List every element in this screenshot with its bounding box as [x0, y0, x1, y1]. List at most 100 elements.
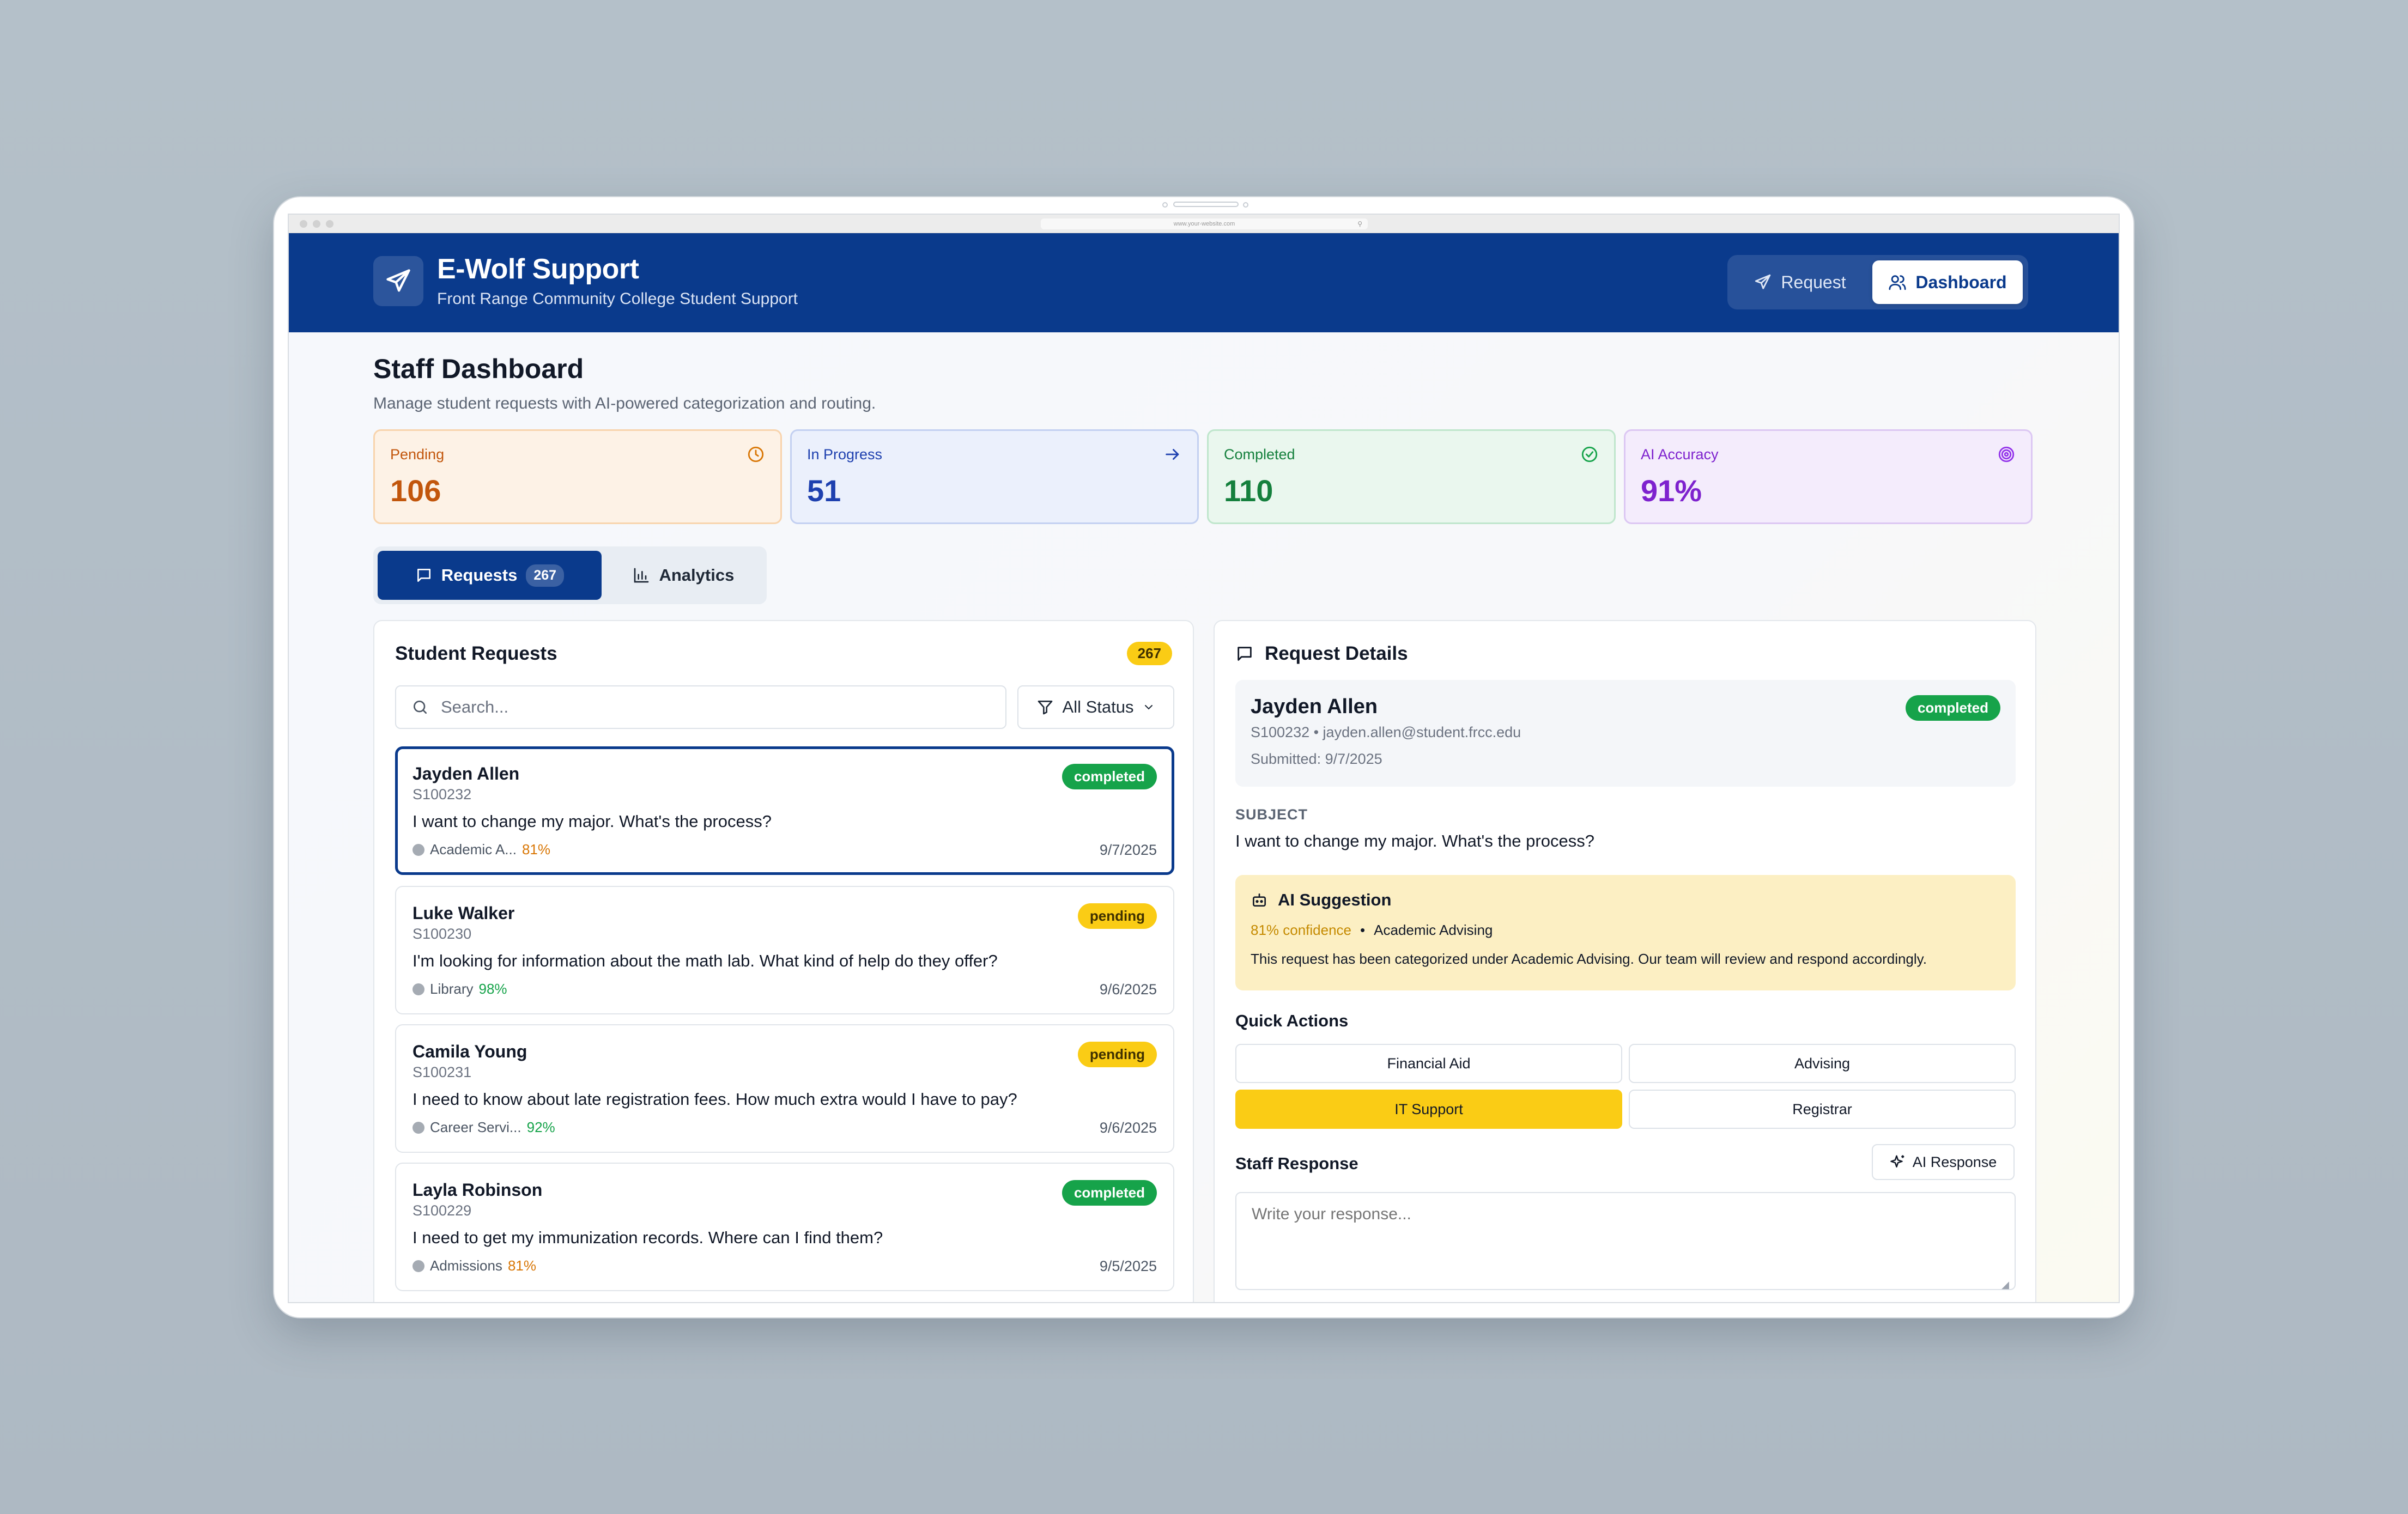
stat-card-in-progress: In Progress 51 [790, 429, 1199, 524]
search-placeholder: Search... [441, 697, 509, 716]
dashboard-main: Staff Dashboard Manage student requests … [289, 332, 2119, 1302]
request-category: Admissions [430, 1257, 502, 1274]
student-info-card: Jayden Allen S100232 • jayden.allen@stud… [1235, 680, 2016, 787]
status-badge: pending [1077, 1042, 1157, 1067]
stat-value: 91% [1641, 473, 1702, 508]
minimize-window-button[interactable] [313, 220, 320, 228]
sparkles-icon [1890, 1155, 1904, 1168]
request-category: Library [430, 981, 474, 997]
url-bar[interactable]: www.your-website.com ⚲ [1041, 218, 1368, 229]
tab-requests[interactable]: Requests 267 [378, 551, 602, 600]
tab-analytics[interactable]: Analytics [605, 551, 762, 600]
dashboard-nav-button[interactable]: Dashboard [1872, 260, 2023, 304]
app-header: E-Wolf Support Front Range Community Col… [289, 233, 2119, 332]
request-subject: I need to know about late registration f… [413, 1090, 1017, 1109]
url-search-icon: ⚲ [1357, 220, 1362, 228]
camera-notch [1173, 202, 1239, 207]
category-dot-icon [413, 983, 424, 995]
request-category: Academic A... [430, 841, 517, 858]
request-meta: Admissions 81% [413, 1257, 1157, 1274]
ai-response-button[interactable]: AI Response [1872, 1144, 2015, 1180]
staff-response-textarea[interactable] [1235, 1192, 2016, 1290]
subject-text: I want to change my major. What's the pr… [1235, 831, 1594, 850]
request-card[interactable]: Luke Walker S100230 I'm looking for info… [395, 886, 1174, 1014]
stat-label: Pending [390, 446, 445, 463]
send-icon [1755, 274, 1771, 289]
financial-aid-button[interactable]: Financial Aid [1235, 1044, 1622, 1083]
it-support-button[interactable]: IT Support [1235, 1090, 1622, 1129]
stat-value: 106 [390, 473, 441, 508]
request-meta: Academic A... 81% [413, 841, 1157, 858]
stat-card-ai-accuracy: AI Accuracy 91% [1624, 429, 2033, 524]
request-meta: Career Servi... 92% [413, 1119, 1157, 1136]
status-filter-select[interactable]: All Status [1017, 685, 1174, 729]
request-student-name: Camila Young [413, 1042, 527, 1061]
request-subject: I'm looking for information about the ma… [413, 951, 998, 970]
requests-list: Jayden Allen S100232 I want to change my… [395, 746, 1174, 1302]
users-icon [1889, 275, 1907, 290]
request-nav-button[interactable]: Request [1733, 260, 1867, 304]
page-subtitle: Manage student requests with AI-powered … [373, 394, 876, 412]
request-card-selected[interactable]: Jayden Allen S100232 I want to change my… [395, 746, 1174, 875]
panel-title: Student Requests [395, 643, 557, 664]
request-student-id: S100229 [413, 1202, 472, 1219]
registrar-button[interactable]: Registrar [1629, 1090, 2016, 1129]
view-toggle: Request Dashboard [1727, 255, 2028, 309]
ai-suggestion-card: AI Suggestion 81% confidence • Academic … [1235, 875, 2016, 990]
stat-value: 51 [807, 473, 841, 508]
request-card[interactable]: Layla Robinson S100229 I need to get my … [395, 1163, 1174, 1291]
filter-icon [1038, 701, 1052, 715]
dashboard-nav-label: Dashboard [1915, 272, 2007, 292]
request-subject: I want to change my major. What's the pr… [413, 812, 772, 831]
request-subject: I need to get my immunization records. W… [413, 1228, 883, 1247]
stat-value: 110 [1224, 473, 1273, 508]
laptop-frame: www.your-website.com ⚲ E-Wolf Support Fr… [274, 197, 2133, 1317]
app-logo [373, 256, 423, 306]
request-nav-label: Request [1781, 272, 1846, 292]
stat-label: AI Accuracy [1641, 446, 1719, 463]
chevron-down-icon [1145, 705, 1153, 710]
tab-requests-count: 267 [526, 564, 565, 587]
close-window-button[interactable] [300, 220, 307, 228]
ai-suggestion-title: AI Suggestion [1278, 890, 1392, 909]
stat-label: In Progress [807, 446, 883, 463]
request-confidence: 81% [521, 841, 551, 858]
advising-button[interactable]: Advising [1629, 1044, 2016, 1083]
message-square-icon [1238, 647, 1252, 661]
url-text: www.your-website.com [1173, 221, 1235, 227]
stat-card-pending: Pending 106 [373, 429, 782, 524]
category-dot-icon [413, 1121, 424, 1134]
tab-requests-label: Requests [441, 566, 518, 585]
details-header: Request Details [1235, 643, 1408, 665]
request-date: 9/6/2025 [1099, 981, 1157, 998]
category-dot-icon [413, 843, 424, 856]
request-confidence: 81% [507, 1257, 536, 1274]
dashboard-tabs: Requests 267 Analytics [373, 546, 767, 604]
status-badge: completed [1062, 1180, 1157, 1206]
quick-actions-title: Quick Actions [1235, 1011, 1349, 1030]
ai-response-label: AI Response [1912, 1153, 1997, 1170]
request-category: Career Servi... [430, 1119, 521, 1135]
search-input[interactable]: Search... [395, 685, 1006, 729]
app-title: E-Wolf Support [437, 253, 639, 285]
status-badge: completed [1062, 764, 1157, 789]
resize-handle-icon[interactable]: ◢ [2001, 1279, 2009, 1290]
submitted-date: Submitted: 9/7/2025 [1251, 751, 1382, 767]
request-date: 9/6/2025 [1099, 1120, 1157, 1136]
page-title: Staff Dashboard [373, 354, 584, 384]
window-controls [300, 220, 333, 228]
browser-toolbar: www.your-website.com ⚲ [289, 215, 2119, 233]
arrow-right-icon [1166, 449, 1179, 460]
maximize-window-button[interactable] [326, 220, 333, 228]
camera-dot [1162, 202, 1168, 208]
send-icon [386, 269, 410, 292]
status-filter-label: All Status [1062, 697, 1134, 716]
bot-icon [1253, 893, 1266, 907]
request-student-name: Jayden Allen [413, 764, 520, 783]
target-icon [1998, 446, 2015, 463]
request-card[interactable]: Camila Young S100231 I need to know abou… [395, 1024, 1174, 1153]
sensor-dot [1243, 202, 1248, 208]
browser-window: www.your-website.com ⚲ E-Wolf Support Fr… [288, 214, 2120, 1303]
request-date: 9/7/2025 [1099, 842, 1157, 858]
student-id-email: S100232 • jayden.allen@student.frcc.edu [1251, 724, 1521, 740]
